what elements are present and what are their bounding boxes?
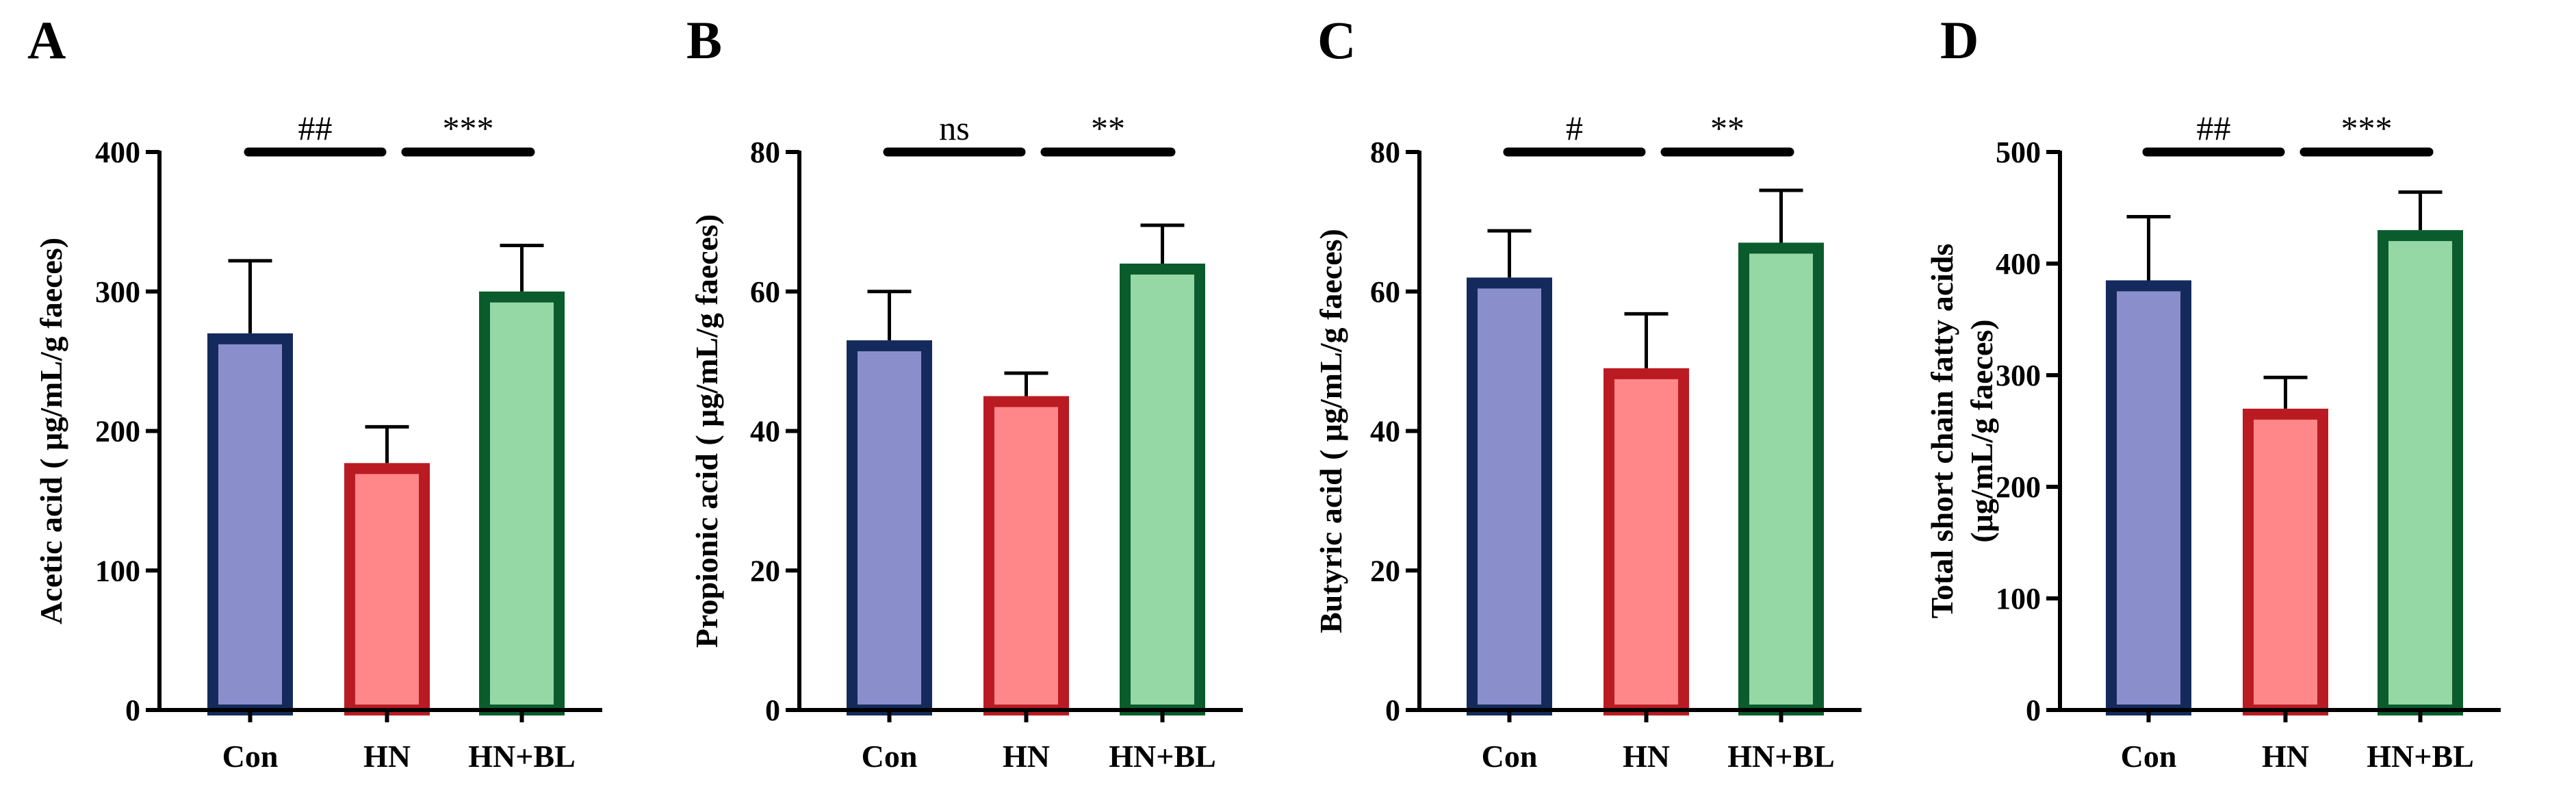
panel-a: A Acetic acid ( μg/mL/g faeces) Con HN HN+BL… — [27, 10, 602, 774]
panel-letter: C — [1317, 10, 1356, 70]
x-tick-label: HN+BL — [1727, 739, 1835, 774]
bar-hn-bl — [2378, 230, 2463, 716]
bar-hn — [1603, 368, 1689, 715]
bar-hn — [344, 463, 430, 715]
y-tick-label: 40 — [1370, 415, 1400, 448]
panel-letter: A — [27, 10, 66, 70]
x-tick-label: HN+BL — [2367, 739, 2474, 774]
y-tick-label: 100 — [95, 554, 140, 587]
bar-hn-bl — [1120, 264, 1205, 715]
x-tick-label: Con — [222, 739, 279, 774]
y-axis-label: Butyric acid ( μg/mL/g faeces) — [1313, 229, 1348, 633]
y-axis-label: Total short chain fatty acids — [1924, 244, 1959, 619]
significance-label: ## — [298, 109, 333, 147]
x-tick-label: Con — [2121, 739, 2177, 774]
x-tick-label: HN — [1623, 739, 1670, 774]
x-tick-label: HN+BL — [468, 739, 576, 774]
x-tick-label: Con — [862, 739, 918, 774]
x-tick-label: HN — [363, 739, 411, 774]
bar-hn-bl — [1738, 242, 1824, 715]
bar-hn — [2243, 408, 2328, 716]
y-tick-label: 0 — [1385, 694, 1400, 727]
panel-c: C Butyric acid ( μg/mL/g faeces) Con HN HN+B… — [1313, 10, 1862, 774]
y-axis-label: (μg/mL/g faeces) — [1964, 319, 1999, 542]
y-tick-label: 200 — [95, 415, 140, 448]
significance-label: # — [1566, 109, 1583, 147]
significance-label: ** — [1091, 109, 1125, 147]
y-tick-label: 300 — [95, 275, 140, 309]
y-axis-label: Propionic acid ( μg/mL/g faeces) — [689, 214, 724, 648]
y-tick-label: 300 — [1996, 359, 2041, 392]
x-tick-label: HN — [2262, 739, 2309, 774]
y-tick-label: 100 — [1996, 582, 2041, 616]
bar-con — [207, 333, 293, 715]
panel-letter: D — [1940, 10, 1979, 70]
y-tick-label: 80 — [1370, 136, 1400, 169]
bar-con — [847, 340, 932, 715]
panel-d: D Total short chain fatty acids (μg/mL/g f… — [1924, 10, 2501, 774]
bar-con — [1467, 277, 1552, 715]
y-tick-label: 0 — [125, 694, 140, 727]
y-tick-label: 60 — [750, 275, 780, 309]
y-axis-label: Acetic acid ( μg/mL/g faeces) — [34, 238, 68, 624]
x-tick-label: HN — [1003, 739, 1050, 774]
bar-hn — [983, 396, 1069, 715]
y-tick-label: 400 — [95, 136, 140, 169]
y-tick-label: 0 — [2026, 694, 2041, 727]
significance-label: ## — [2197, 109, 2231, 147]
y-tick-label: 0 — [765, 694, 780, 727]
significance-label: *** — [2341, 109, 2393, 147]
significance-label: ns — [939, 109, 969, 147]
y-tick-label: 40 — [750, 415, 780, 448]
y-tick-label: 200 — [1996, 470, 2041, 504]
significance-label: *** — [443, 109, 494, 147]
significance-label: ** — [1710, 109, 1744, 147]
bar-con — [2106, 280, 2191, 715]
x-tick-label: Con — [1482, 739, 1538, 774]
bar-hn-bl — [479, 291, 565, 715]
y-tick-label: 80 — [750, 136, 780, 169]
y-tick-label: 20 — [1370, 554, 1400, 587]
y-tick-label: 500 — [1996, 136, 2041, 169]
y-tick-label: 400 — [1996, 247, 2041, 281]
y-tick-label: 60 — [1370, 275, 1400, 309]
panel-letter: B — [686, 10, 722, 70]
x-tick-label: HN+BL — [1109, 739, 1216, 774]
panel-b: B Propionic acid ( μg/mL/g faeces) Con HN HN… — [686, 10, 1243, 774]
y-tick-label: 20 — [750, 554, 780, 587]
